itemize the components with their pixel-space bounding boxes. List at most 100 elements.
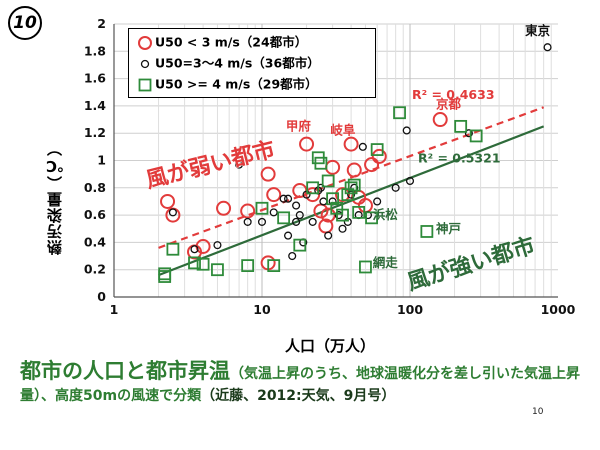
- point-strong-wind: [211, 263, 224, 277]
- trendline-r2-label: R² = 0.4633: [412, 87, 495, 102]
- point-weak-wind: [260, 166, 276, 182]
- point-weak-wind: [343, 136, 359, 152]
- city-annotation: 岐阜: [330, 123, 356, 138]
- y-tick-label: 0.2: [84, 262, 106, 277]
- point-strong-wind: [469, 129, 483, 143]
- point-mid-wind: [319, 197, 328, 206]
- chart-points: [158, 43, 552, 283]
- point-strong-wind: [326, 192, 340, 206]
- point-strong-wind: [166, 242, 180, 256]
- point-strong-wind: [344, 181, 358, 195]
- x-tick-label: 1: [110, 302, 119, 317]
- point-strong-wind: [454, 119, 468, 133]
- point-mid-wind: [213, 241, 222, 250]
- caption-citation: （近藤、2012:天気、9月号）: [201, 388, 396, 404]
- point-mid-wind: [284, 194, 293, 203]
- region-label: 風が弱い都市: [143, 136, 277, 193]
- point-mid-wind: [405, 176, 415, 186]
- legend-marker-small-circle-icon: [137, 56, 155, 72]
- legend-item-weak-wind: U50 < 3 m/s（24都市）: [137, 32, 307, 52]
- point-strong-wind: [277, 211, 291, 225]
- point-strong-wind: [352, 205, 366, 219]
- caption-title: 都市の人口と都市昇温: [20, 359, 230, 383]
- point-weak-wind: [335, 187, 351, 203]
- legend-marker-large-circle-icon: [137, 35, 155, 51]
- point-mid-wind: [358, 142, 367, 151]
- y-tick-label: 1.8: [84, 43, 106, 58]
- point-strong-wind: [321, 174, 335, 188]
- legend-label: U50=3～4 m/s（36都市）: [155, 55, 320, 71]
- y-axis-label: 熱汚染量（℃）: [46, 140, 64, 255]
- point-mid-wind: [373, 197, 382, 206]
- point-weak-wind: [299, 136, 315, 152]
- point-strong-wind: [241, 259, 255, 273]
- point-strong-wind: [365, 211, 378, 225]
- point-mid-wind: [190, 245, 199, 254]
- chart-tick-labels: 0 0.2 0.4 0.6 0.8 1 1.2 1.4 1.6 1.8 2 1 10 100 1000: [84, 16, 576, 317]
- point-weak-wind: [266, 187, 282, 203]
- point-mid-wind: [243, 217, 252, 226]
- city-annotation: 甲府: [286, 118, 312, 133]
- y-tick-label: 0.6: [84, 207, 106, 222]
- point-weak-wind: [346, 162, 362, 178]
- point-mid-wind: [391, 183, 400, 192]
- point-strong-wind: [255, 201, 269, 215]
- point-mid-wind: [284, 231, 293, 240]
- point-mid-wind: [288, 251, 297, 261]
- y-tick-label: 2: [97, 16, 106, 31]
- x-axis-label: 人口（万人）: [285, 337, 376, 355]
- point-weak-wind: [305, 187, 321, 203]
- point-strong-wind: [293, 238, 307, 252]
- page-number: 10: [532, 407, 544, 417]
- point-strong-wind: [188, 256, 201, 270]
- point-strong-wind: [267, 259, 281, 273]
- point-strong-wind: [347, 178, 361, 192]
- point-weak-wind: [371, 148, 387, 164]
- city-annotation: 神戸: [436, 221, 461, 236]
- point-strong-wind: [336, 208, 349, 222]
- point-weak-wind: [320, 207, 336, 223]
- point-mid-wind: [295, 211, 304, 220]
- y-tick-label: 0.8: [84, 180, 106, 195]
- y-tick-label: 1.4: [84, 98, 106, 113]
- legend-item-strong-wind: U50 >= 4 m/s（29都市）: [137, 74, 318, 94]
- point-mid-wind: [235, 160, 244, 169]
- point-mid-wind: [324, 231, 333, 240]
- point-strong-wind: [359, 260, 372, 274]
- city-annotation: 浜松: [373, 207, 399, 222]
- y-tick-label: 0: [97, 289, 106, 304]
- x-tick-label: 1000: [541, 302, 576, 317]
- point-mid-wind: [292, 201, 301, 210]
- chart-legend: U50 < 3 m/s（24都市） U50=3～4 m/s（36都市） U50 …: [128, 28, 376, 98]
- point-mid-wind: [338, 224, 347, 233]
- city-annotation: 東京: [525, 23, 551, 38]
- point-weak-wind: [292, 183, 308, 199]
- point-weak-wind: [364, 157, 380, 173]
- point-strong-wind: [393, 106, 406, 120]
- point-strong-wind: [306, 181, 320, 195]
- point-strong-wind: [420, 225, 434, 238]
- point-mid-wind: [292, 217, 301, 226]
- point-strong-wind: [341, 188, 355, 202]
- chart-axes: [113, 24, 558, 298]
- point-mid-wind: [308, 217, 317, 226]
- legend-marker-square-icon: [137, 77, 155, 93]
- legend-label: U50 < 3 m/s（24都市）: [155, 34, 308, 50]
- point-mid-wind: [543, 43, 552, 52]
- point-strong-wind: [158, 270, 172, 283]
- trendline-r2-label: R² = 0.5321: [418, 151, 501, 166]
- point-weak-wind: [216, 200, 232, 216]
- y-tick-label: 0.4: [84, 234, 106, 249]
- point-mid-wind: [269, 208, 278, 217]
- point-mid-wind: [402, 126, 411, 135]
- point-weak-wind: [240, 203, 256, 219]
- x-tick-label: 100: [397, 302, 423, 317]
- y-tick-label: 1.2: [84, 125, 106, 140]
- point-strong-wind: [196, 257, 210, 271]
- point-mid-wind: [279, 194, 288, 203]
- slide-caption: 都市の人口と都市昇温（気温上昇のうち、地球温暖化分を差し引いた気温上昇量）、高度…: [20, 360, 585, 407]
- point-mid-wind: [257, 217, 267, 226]
- city-annotation: 網走: [373, 255, 399, 270]
- slide-number-badge: 10: [8, 6, 42, 40]
